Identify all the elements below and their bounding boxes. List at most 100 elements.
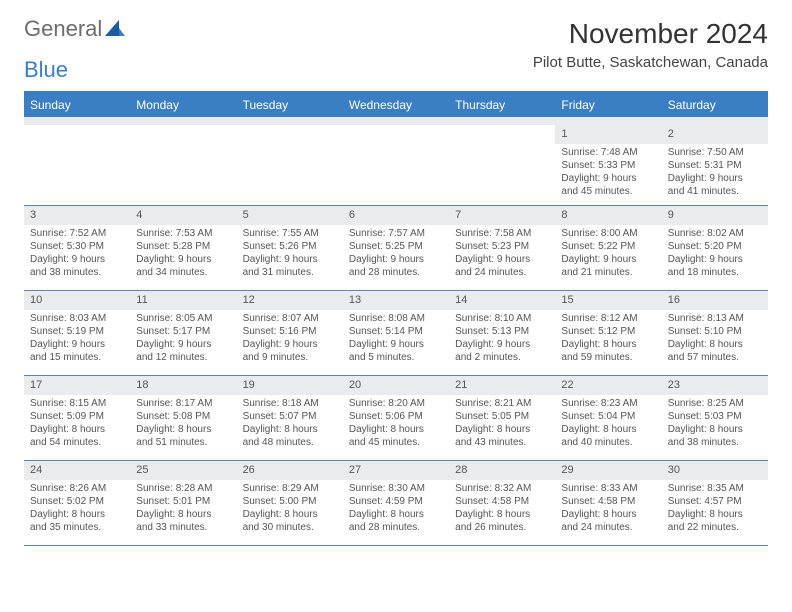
day-line: Sunrise: 8:21 AM bbox=[455, 398, 549, 410]
day-body: Sunrise: 7:53 AMSunset: 5:28 PMDaylight:… bbox=[130, 225, 236, 286]
day-header-row: SundayMondayTuesdayWednesdayThursdayFrid… bbox=[24, 93, 768, 117]
day-body: Sunrise: 8:30 AMSunset: 4:59 PMDaylight:… bbox=[343, 480, 449, 541]
day-line: Sunset: 5:00 PM bbox=[243, 496, 337, 508]
day-line: Sunrise: 8:29 AM bbox=[243, 483, 337, 495]
location: Pilot Butte, Saskatchewan, Canada bbox=[533, 54, 768, 71]
day-line: Sunset: 5:01 PM bbox=[136, 496, 230, 508]
day-line: Sunset: 5:06 PM bbox=[349, 411, 443, 423]
day-cell: 22Sunrise: 8:23 AMSunset: 5:04 PMDayligh… bbox=[555, 376, 661, 460]
day-line: Daylight: 9 hours bbox=[668, 173, 762, 185]
logo-word2: Blue bbox=[24, 59, 68, 81]
day-cell: 24Sunrise: 8:26 AMSunset: 5:02 PMDayligh… bbox=[24, 461, 130, 545]
day-body: Sunrise: 8:28 AMSunset: 5:01 PMDaylight:… bbox=[130, 480, 236, 541]
day-line: Daylight: 8 hours bbox=[136, 424, 230, 436]
day-cell: 4Sunrise: 7:53 AMSunset: 5:28 PMDaylight… bbox=[130, 206, 236, 290]
day-line: Sunset: 5:23 PM bbox=[455, 241, 549, 253]
day-line: Daylight: 8 hours bbox=[30, 509, 124, 521]
day-line: Daylight: 8 hours bbox=[561, 424, 655, 436]
day-line: and 18 minutes. bbox=[668, 267, 762, 279]
day-line: Sunrise: 7:55 AM bbox=[243, 228, 337, 240]
day-line: Sunset: 5:19 PM bbox=[30, 326, 124, 338]
day-body: Sunrise: 8:26 AMSunset: 5:02 PMDaylight:… bbox=[24, 480, 130, 541]
day-body: Sunrise: 8:00 AMSunset: 5:22 PMDaylight:… bbox=[555, 225, 661, 286]
day-line: Sunrise: 8:20 AM bbox=[349, 398, 443, 410]
day-header: Friday bbox=[555, 93, 661, 117]
day-line: Daylight: 9 hours bbox=[243, 339, 337, 351]
day-cell: 7Sunrise: 7:58 AMSunset: 5:23 PMDaylight… bbox=[449, 206, 555, 290]
day-line: Sunset: 5:12 PM bbox=[561, 326, 655, 338]
day-line: Daylight: 8 hours bbox=[668, 509, 762, 521]
day-line: and 24 minutes. bbox=[455, 267, 549, 279]
day-line: Sunset: 4:58 PM bbox=[561, 496, 655, 508]
day-line: and 35 minutes. bbox=[30, 522, 124, 534]
day-line: Sunset: 5:16 PM bbox=[243, 326, 337, 338]
day-line: Sunrise: 8:35 AM bbox=[668, 483, 762, 495]
logo: General bbox=[24, 18, 125, 40]
day-number: 6 bbox=[343, 206, 449, 225]
day-line: and 9 minutes. bbox=[243, 352, 337, 364]
day-number: 18 bbox=[130, 376, 236, 395]
day-header: Saturday bbox=[662, 93, 768, 117]
calendar-page: General November 2024 Pilot Butte, Saska… bbox=[0, 0, 792, 558]
day-cell: 30Sunrise: 8:35 AMSunset: 4:57 PMDayligh… bbox=[662, 461, 768, 545]
day-line: Sunset: 5:33 PM bbox=[561, 160, 655, 172]
day-line: and 43 minutes. bbox=[455, 437, 549, 449]
week-row: 1Sunrise: 7:48 AMSunset: 5:33 PMDaylight… bbox=[24, 125, 768, 206]
day-cell: 18Sunrise: 8:17 AMSunset: 5:08 PMDayligh… bbox=[130, 376, 236, 460]
day-line: Sunrise: 8:08 AM bbox=[349, 313, 443, 325]
day-line: Daylight: 8 hours bbox=[349, 509, 443, 521]
day-number: 25 bbox=[130, 461, 236, 480]
day-line: Sunset: 5:04 PM bbox=[561, 411, 655, 423]
day-body: Sunrise: 8:25 AMSunset: 5:03 PMDaylight:… bbox=[662, 395, 768, 456]
day-line: Sunrise: 8:32 AM bbox=[455, 483, 549, 495]
day-header: Monday bbox=[130, 93, 236, 117]
day-line: and 26 minutes. bbox=[455, 522, 549, 534]
day-body: Sunrise: 7:50 AMSunset: 5:31 PMDaylight:… bbox=[662, 144, 768, 205]
logo-sail-icon bbox=[105, 20, 125, 38]
header-spacer bbox=[24, 117, 768, 125]
day-line: Sunrise: 7:48 AM bbox=[561, 147, 655, 159]
day-line: Sunrise: 8:07 AM bbox=[243, 313, 337, 325]
day-number: 28 bbox=[449, 461, 555, 480]
day-line: and 28 minutes. bbox=[349, 267, 443, 279]
day-line: Sunrise: 8:17 AM bbox=[136, 398, 230, 410]
day-body: Sunrise: 8:05 AMSunset: 5:17 PMDaylight:… bbox=[130, 310, 236, 371]
day-line: Sunrise: 8:23 AM bbox=[561, 398, 655, 410]
week-row: 24Sunrise: 8:26 AMSunset: 5:02 PMDayligh… bbox=[24, 461, 768, 546]
day-line: and 34 minutes. bbox=[136, 267, 230, 279]
day-line: Daylight: 9 hours bbox=[561, 254, 655, 266]
day-line: Sunset: 5:22 PM bbox=[561, 241, 655, 253]
day-number: 23 bbox=[662, 376, 768, 395]
day-line: and 30 minutes. bbox=[243, 522, 337, 534]
week-row: 3Sunrise: 7:52 AMSunset: 5:30 PMDaylight… bbox=[24, 206, 768, 291]
day-body: Sunrise: 8:21 AMSunset: 5:05 PMDaylight:… bbox=[449, 395, 555, 456]
empty-cell bbox=[343, 125, 449, 205]
day-number: 3 bbox=[24, 206, 130, 225]
day-body: Sunrise: 8:12 AMSunset: 5:12 PMDaylight:… bbox=[555, 310, 661, 371]
day-line: Sunrise: 8:02 AM bbox=[668, 228, 762, 240]
day-cell: 5Sunrise: 7:55 AMSunset: 5:26 PMDaylight… bbox=[237, 206, 343, 290]
day-body: Sunrise: 7:58 AMSunset: 5:23 PMDaylight:… bbox=[449, 225, 555, 286]
day-cell: 1Sunrise: 7:48 AMSunset: 5:33 PMDaylight… bbox=[555, 125, 661, 205]
day-line: Sunrise: 8:26 AM bbox=[30, 483, 124, 495]
day-line: Sunset: 5:10 PM bbox=[668, 326, 762, 338]
day-line: Sunset: 5:05 PM bbox=[455, 411, 549, 423]
day-body: Sunrise: 8:02 AMSunset: 5:20 PMDaylight:… bbox=[662, 225, 768, 286]
day-line: and 31 minutes. bbox=[243, 267, 337, 279]
day-body: Sunrise: 8:20 AMSunset: 5:06 PMDaylight:… bbox=[343, 395, 449, 456]
day-line: Sunset: 5:25 PM bbox=[349, 241, 443, 253]
day-body: Sunrise: 8:32 AMSunset: 4:58 PMDaylight:… bbox=[449, 480, 555, 541]
day-line: and 5 minutes. bbox=[349, 352, 443, 364]
day-number: 2 bbox=[662, 125, 768, 144]
empty-cell bbox=[449, 125, 555, 205]
day-body: Sunrise: 8:15 AMSunset: 5:09 PMDaylight:… bbox=[24, 395, 130, 456]
day-number: 4 bbox=[130, 206, 236, 225]
day-line: Sunset: 4:59 PM bbox=[349, 496, 443, 508]
day-cell: 12Sunrise: 8:07 AMSunset: 5:16 PMDayligh… bbox=[237, 291, 343, 375]
day-line: Sunrise: 7:52 AM bbox=[30, 228, 124, 240]
day-cell: 13Sunrise: 8:08 AMSunset: 5:14 PMDayligh… bbox=[343, 291, 449, 375]
day-cell: 14Sunrise: 8:10 AMSunset: 5:13 PMDayligh… bbox=[449, 291, 555, 375]
day-line: Daylight: 9 hours bbox=[136, 339, 230, 351]
day-cell: 10Sunrise: 8:03 AMSunset: 5:19 PMDayligh… bbox=[24, 291, 130, 375]
day-line: and 45 minutes. bbox=[561, 186, 655, 198]
